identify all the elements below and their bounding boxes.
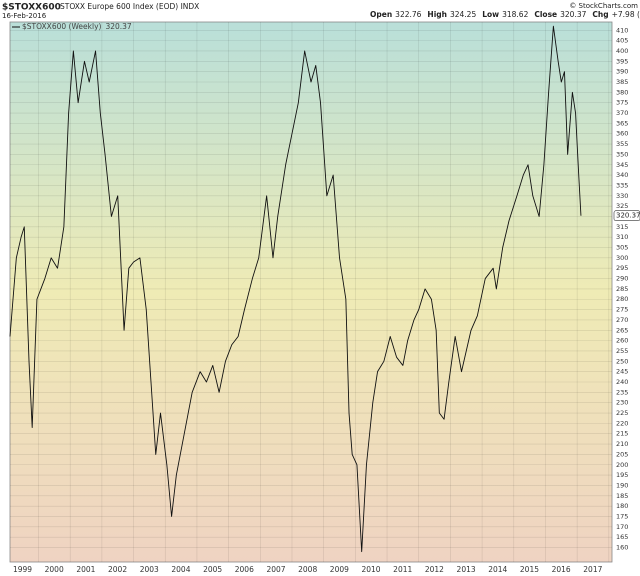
- x-tick-label: 2008: [298, 565, 317, 574]
- y-tick-label: 205: [616, 450, 628, 458]
- y-tick-label: 330: [616, 192, 628, 200]
- x-tick-label: 1999: [13, 565, 32, 574]
- last-value-label: 320.37: [616, 212, 640, 220]
- quote-label: Low: [482, 10, 499, 19]
- y-tick-label: 260: [616, 337, 628, 345]
- y-tick-label: 170: [616, 523, 628, 531]
- y-tick-label: 165: [616, 533, 628, 541]
- y-tick-label: 270: [616, 316, 628, 324]
- plot-area: [9, 21, 613, 563]
- quote-value: +7.98 (+2.55%): [612, 10, 640, 19]
- price-line: [9, 25, 582, 553]
- quote-label: Close: [534, 10, 557, 19]
- quote-label: Chg: [592, 10, 608, 19]
- y-tick-label: 290: [616, 275, 628, 283]
- y-tick-label: 335: [616, 181, 628, 189]
- credit: © StockCharts.com: [569, 2, 638, 10]
- index-name: STOXX Europe 600 Index (EOD) INDX: [60, 2, 199, 11]
- y-tick-label: 300: [616, 254, 628, 262]
- y-tick-label: 200: [616, 461, 628, 469]
- y-tick-label: 250: [616, 357, 628, 365]
- y-tick-label: 225: [616, 409, 628, 417]
- x-tick-label: 2002: [108, 565, 127, 574]
- y-tick-label: 400: [616, 47, 628, 55]
- y-tick-label: 355: [616, 140, 628, 148]
- x-tick-label: 2015: [520, 565, 539, 574]
- y-tick-label: 345: [616, 161, 628, 169]
- x-tick-label: 2017: [583, 565, 602, 574]
- y-tick-label: 160: [616, 544, 628, 552]
- x-tick-label: 2010: [361, 565, 380, 574]
- quote-value: 318.62: [502, 10, 528, 19]
- y-tick-label: 410: [616, 26, 628, 34]
- x-tick-label: 2000: [45, 565, 64, 574]
- symbol: $STOXX600: [2, 3, 61, 13]
- y-tick-label: 325: [616, 202, 628, 210]
- y-tick-label: 265: [616, 326, 628, 334]
- x-tick-label: 2009: [330, 565, 349, 574]
- y-tick-label: 295: [616, 264, 628, 272]
- y-tick-label: 230: [616, 399, 628, 407]
- y-tick-label: 240: [616, 378, 628, 386]
- x-tick-label: 2016: [552, 565, 571, 574]
- last-value-box: [613, 210, 640, 222]
- y-tick-label: 175: [616, 512, 628, 520]
- x-tick-label: 2006: [235, 565, 254, 574]
- quote-value: 320.37: [560, 10, 586, 19]
- y-tick-label: 405: [616, 37, 628, 45]
- y-tick-label: 185: [616, 492, 628, 500]
- y-tick-label: 235: [616, 388, 628, 396]
- x-tick-label: 2013: [457, 565, 476, 574]
- y-tick-label: 385: [616, 78, 628, 86]
- quote-value: 322.76: [395, 10, 421, 19]
- y-tick-label: 305: [616, 244, 628, 252]
- y-tick-label: 380: [616, 88, 628, 96]
- y-tick-label: 315: [616, 223, 628, 231]
- x-tick-label: 2005: [203, 565, 222, 574]
- y-tick-label: 360: [616, 130, 628, 138]
- y-tick-label: 275: [616, 306, 628, 314]
- x-tick-label: 2007: [266, 565, 285, 574]
- x-tick-label: 2003: [140, 565, 159, 574]
- x-tick-label: 2011: [393, 565, 412, 574]
- y-tick-label: 375: [616, 99, 628, 107]
- date: 16-Feb-2016: [2, 12, 47, 20]
- x-tick-label: 2014: [488, 565, 507, 574]
- y-tick-label: 195: [616, 471, 628, 479]
- y-tick-label: 340: [616, 171, 628, 179]
- y-tick-label: 220: [616, 419, 628, 427]
- y-tick-label: 370: [616, 109, 628, 117]
- y-tick-label: 280: [616, 295, 628, 303]
- y-tick-label: 180: [616, 502, 628, 510]
- y-tick-label: 210: [616, 440, 628, 448]
- x-tick-label: 2012: [425, 565, 444, 574]
- y-tick-label: 255: [616, 347, 628, 355]
- y-tick-label: 245: [616, 368, 628, 376]
- y-tick-label: 350: [616, 150, 628, 158]
- y-tick-label: 310: [616, 233, 628, 241]
- y-tick-label: 365: [616, 119, 628, 127]
- x-tick-label: 2004: [171, 565, 190, 574]
- quote-label: Open: [370, 10, 392, 19]
- quote-value: 324.25: [450, 10, 476, 19]
- quote: Open 322.76 High 324.25 Low 318.62 Close 320.37…: [370, 10, 640, 19]
- y-tick-label: 390: [616, 68, 628, 76]
- y-tick-label: 190: [616, 481, 628, 489]
- y-tick-label: 395: [616, 57, 628, 65]
- legend-value: 320.37: [105, 22, 131, 31]
- y-tick-label: 285: [616, 285, 628, 293]
- legend-label: $STOXX600 (Weekly): [22, 22, 102, 31]
- y-tick-label: 215: [616, 430, 628, 438]
- x-tick-label: 2001: [76, 565, 95, 574]
- quote-label: High: [427, 10, 447, 19]
